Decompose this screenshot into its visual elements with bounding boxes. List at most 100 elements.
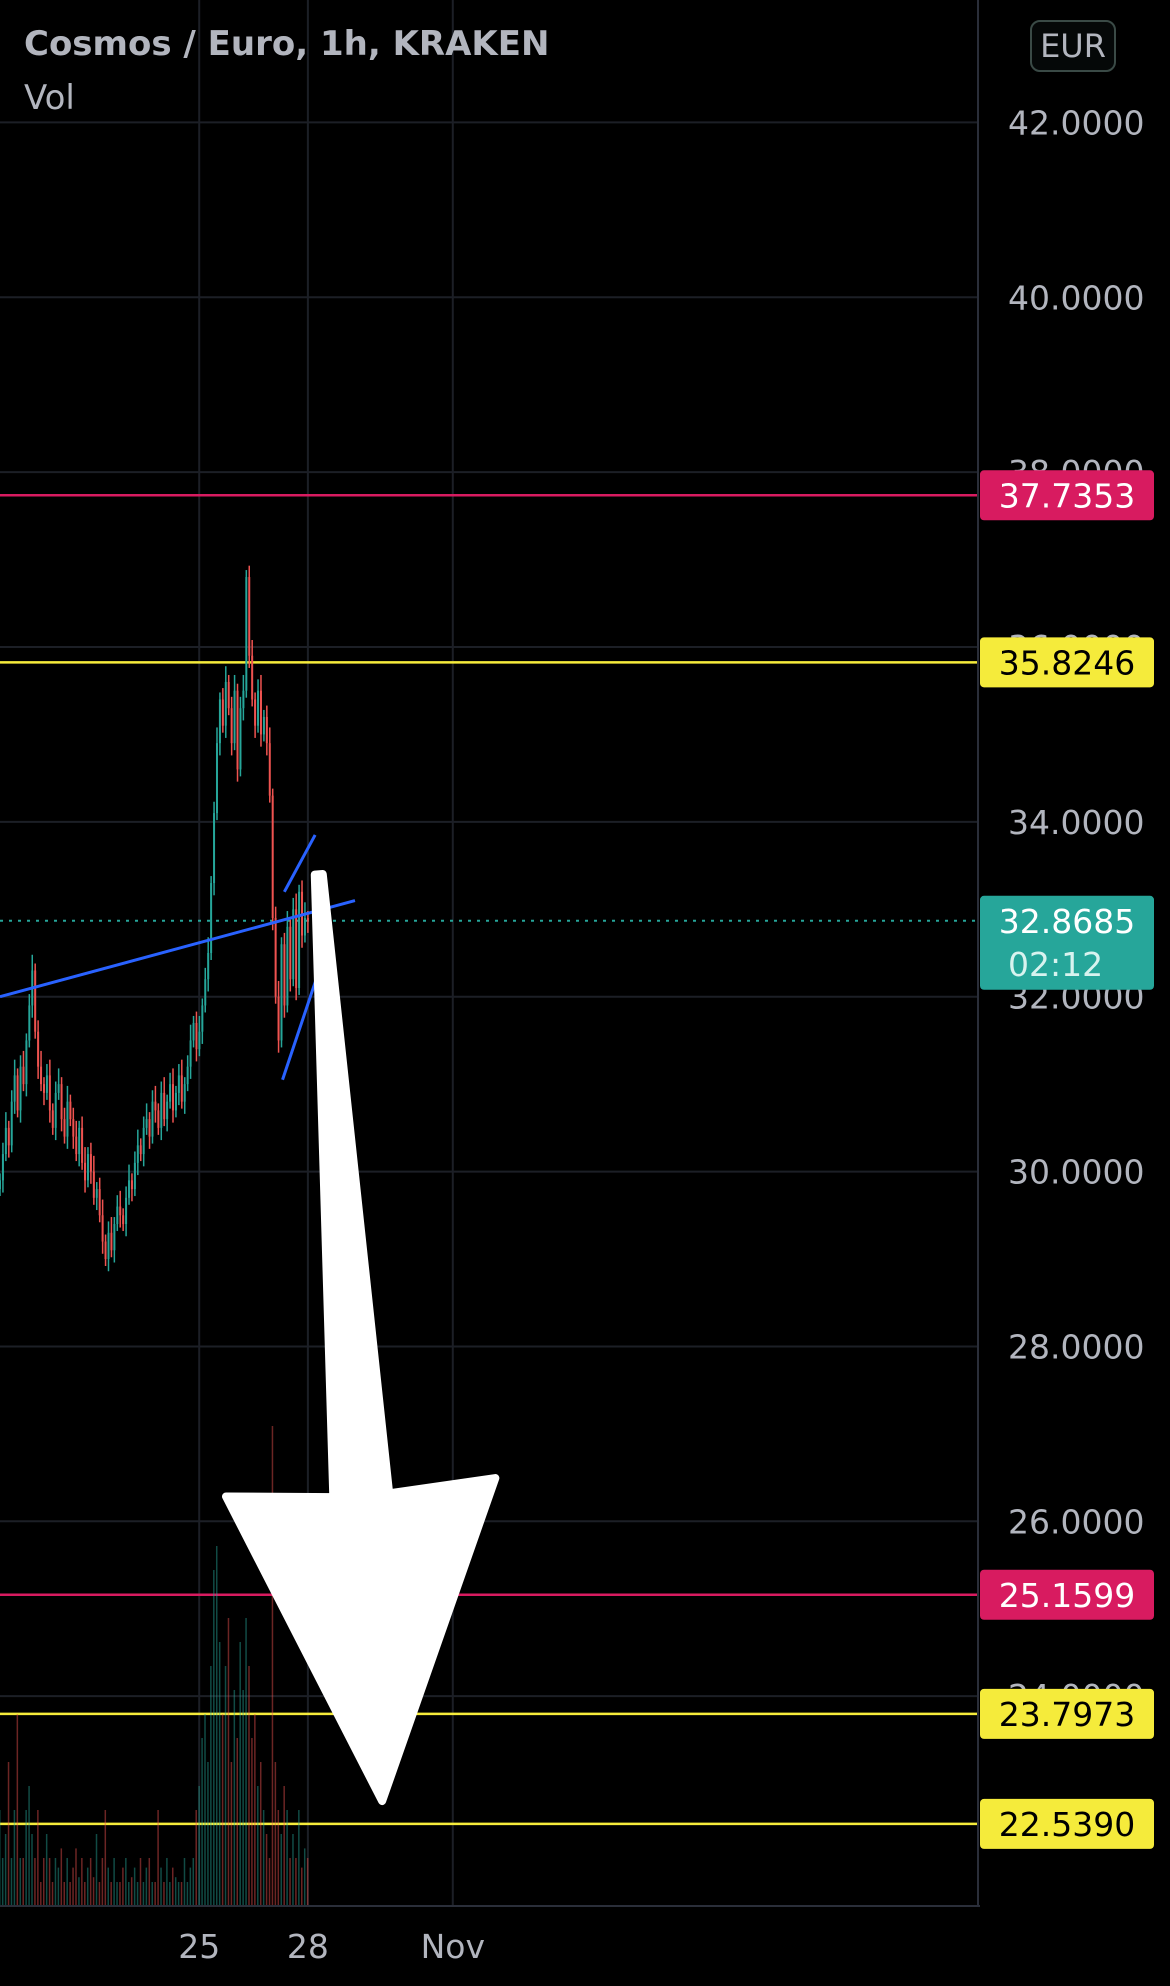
volume-bar (60, 1848, 63, 1906)
last-price-tag (980, 895, 1154, 990)
chart-title[interactable]: Cosmos / Euro, 1h, KRAKEN (24, 24, 550, 64)
volume-bar (28, 1786, 30, 1906)
candle-body (72, 1119, 75, 1137)
volume-bar (180, 1882, 183, 1906)
volume-bar (151, 1882, 153, 1906)
trend-lines[interactable] (0, 834, 356, 1081)
volume-bar (40, 1882, 42, 1906)
volume-bar (69, 1882, 71, 1906)
volume-bar (81, 1858, 83, 1906)
volume-bar (119, 1882, 121, 1906)
price-tick-label: 26.0000 (1008, 1502, 1144, 1541)
candle-body (207, 953, 210, 980)
candle-body (242, 690, 245, 709)
candle-body (195, 1022, 198, 1050)
volume-bar (1, 1858, 4, 1906)
candle-body (180, 1075, 183, 1102)
candle-body (151, 1101, 154, 1137)
candle-body (201, 1005, 204, 1032)
candle-body (119, 1206, 122, 1216)
candle-body (145, 1119, 148, 1128)
candle-body (122, 1215, 125, 1225)
candle-body (283, 944, 286, 1006)
candle-body (236, 690, 239, 770)
volume-bar (63, 1882, 66, 1906)
date-tick-label: 25 (178, 1927, 220, 1966)
candle-body (215, 743, 218, 814)
currency-button[interactable]: EUR (1030, 20, 1116, 72)
arrow-shape (221, 870, 500, 1806)
candle-body (98, 1189, 101, 1216)
volume-bar (259, 1762, 262, 1906)
down-arrow-annotation[interactable] (221, 870, 500, 1806)
volume-bar (198, 1786, 200, 1906)
price-level-tag (980, 1569, 1154, 1620)
candle-body (48, 1075, 51, 1111)
volume-bar (19, 1858, 22, 1906)
candle-body (186, 1066, 189, 1085)
candle-body (280, 944, 283, 1041)
candle-body (198, 1031, 201, 1050)
volume-bar (110, 1882, 112, 1906)
volume-bar (195, 1810, 197, 1906)
candle-body (107, 1232, 110, 1260)
candle-body (75, 1136, 78, 1155)
volume-indicator-label[interactable]: Vol (24, 78, 75, 118)
volume-bar (66, 1858, 68, 1906)
candle-body (133, 1162, 136, 1190)
volume-bar (89, 1858, 92, 1906)
volume-bar (133, 1867, 136, 1906)
candle-body (7, 1127, 10, 1146)
candlesticks (0, 565, 309, 1272)
volume-bar (86, 1867, 89, 1906)
candle-body (25, 1040, 28, 1085)
volume-bar (213, 1570, 215, 1906)
candle-body (248, 577, 251, 656)
volume-bar (257, 1786, 259, 1906)
candle-body (84, 1162, 87, 1181)
volume-bar (48, 1858, 51, 1906)
date-tick-label: Nov (421, 1927, 485, 1966)
candle-body (19, 1066, 22, 1111)
candle-body (157, 1110, 160, 1128)
candle-body (128, 1180, 131, 1198)
volume-bar (277, 1810, 280, 1906)
horizontal-levels (0, 494, 978, 1826)
volume-bar (13, 1810, 16, 1906)
candle-body (277, 996, 280, 1041)
volume-bar (7, 1762, 10, 1906)
candle-body (271, 795, 274, 919)
volume-bar (157, 1810, 159, 1906)
volume-bar (37, 1810, 39, 1906)
candle-body (95, 1189, 98, 1198)
volume-bar (0, 1810, 1, 1906)
volume-bar (34, 1858, 36, 1906)
volume-bar (51, 1882, 54, 1906)
volume-bar (25, 1810, 27, 1906)
volume-bar (218, 1642, 221, 1906)
candle-body (130, 1180, 133, 1190)
volume-bar (192, 1858, 195, 1906)
price-level-tag (980, 1798, 1154, 1849)
candle-body (224, 681, 227, 726)
volume-bar (116, 1882, 118, 1906)
candle-body (166, 1101, 169, 1120)
time-axis[interactable]: 25 28 Nov (178, 1927, 485, 1966)
volume-bar (274, 1762, 277, 1906)
volume-bar (189, 1867, 192, 1906)
candle-body (306, 918, 309, 921)
candle-body (268, 743, 271, 796)
candle-body (104, 1241, 107, 1260)
volume-bar (186, 1882, 189, 1906)
volume-bar (283, 1786, 285, 1906)
volume-bar (78, 1877, 80, 1906)
price-tags: 37.7353 35.8246 25.1599 23.7973 22.5390 32.86… (980, 470, 1154, 1849)
volume-bar (142, 1882, 145, 1906)
candle-body (298, 891, 301, 988)
volume-bar (122, 1867, 124, 1906)
price-level-tag (980, 637, 1154, 688)
volume-bar (95, 1834, 98, 1906)
candle-body (163, 1092, 166, 1120)
price-level-tag-label: 35.8246 (999, 643, 1135, 682)
